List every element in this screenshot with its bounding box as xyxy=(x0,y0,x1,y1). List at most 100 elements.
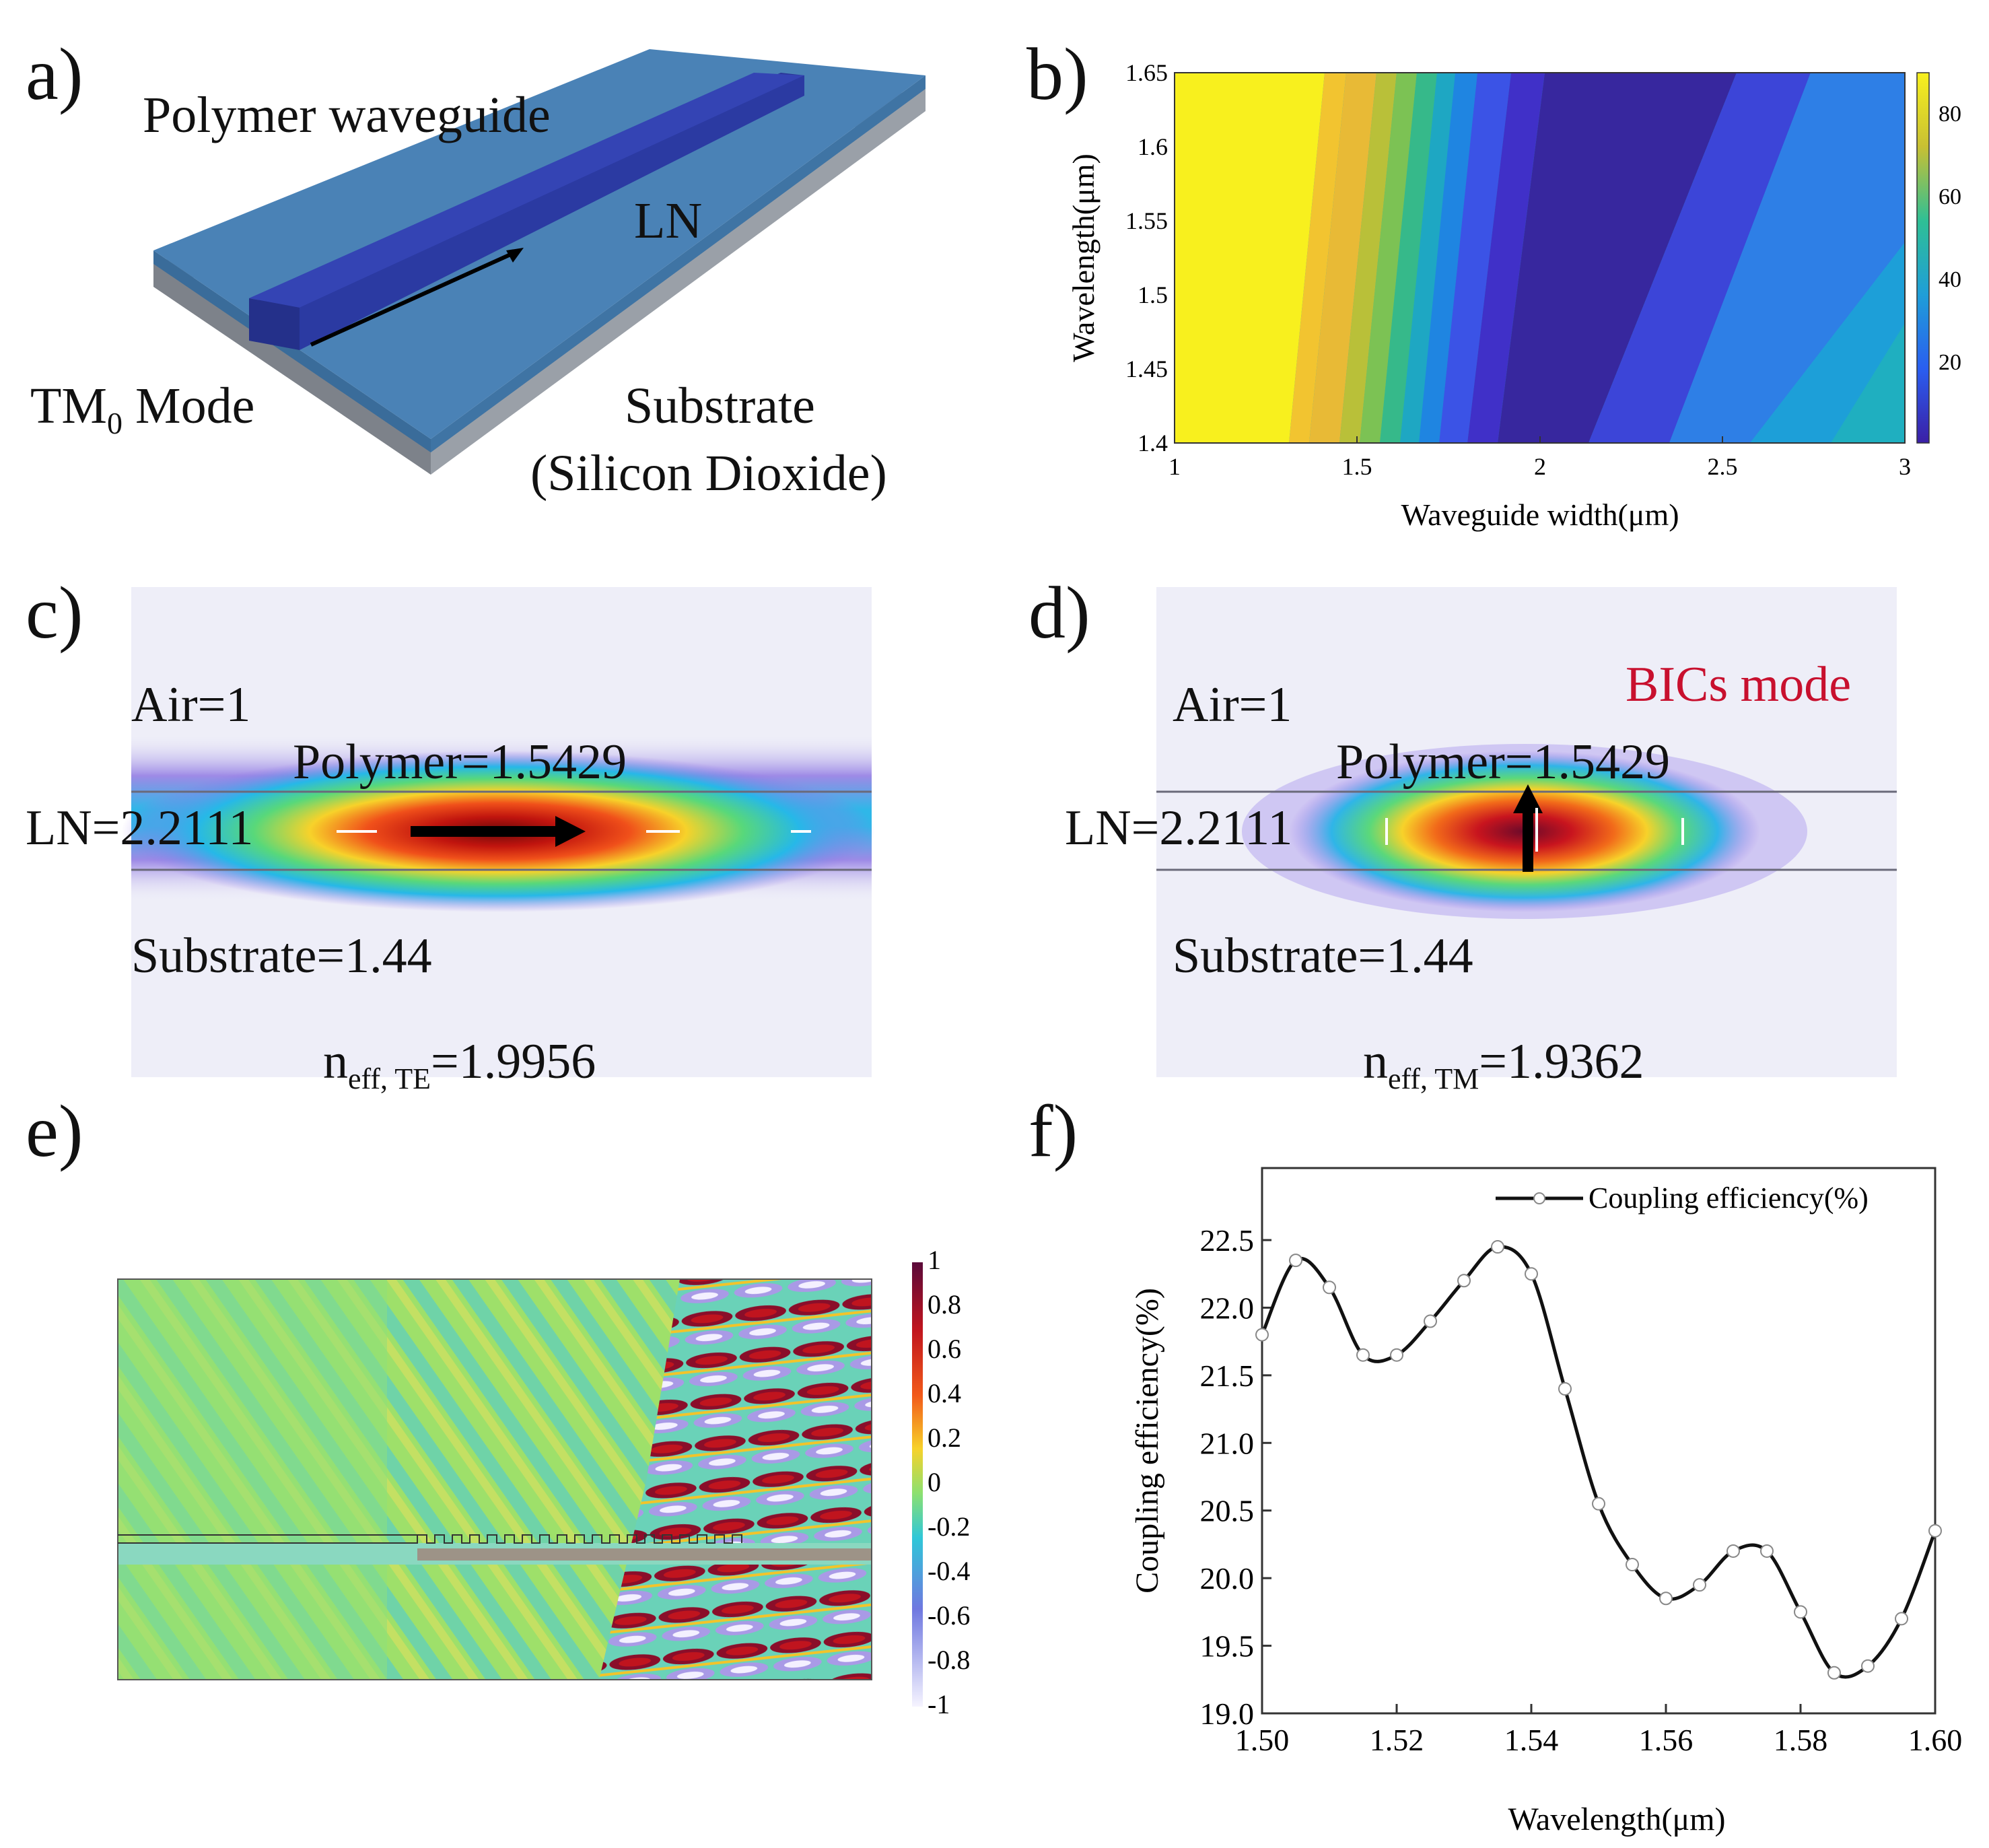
waveguide-field xyxy=(417,1548,872,1561)
chart-f-frame xyxy=(1261,1167,1936,1715)
te-field-arrowhead xyxy=(555,816,586,847)
heatmap-ylabel: Wavelength(μm) xyxy=(1066,153,1101,362)
chart-f-ylabel: Coupling efficiency(%) xyxy=(1129,1288,1165,1594)
heatmap-xtick: 1 xyxy=(1168,453,1181,480)
band-orange xyxy=(1309,73,1376,443)
tm-neff-label: neff, TM=1.9362 xyxy=(1363,1034,1644,1095)
x-tick-label: 1.58 xyxy=(1774,1723,1828,1757)
x-tick-label: 1.50 xyxy=(1235,1723,1290,1757)
heatmap-ytick: 1.5 xyxy=(1138,281,1168,308)
band-blue xyxy=(1419,73,1477,443)
ln-slab-left-side xyxy=(153,250,431,452)
data-point xyxy=(1424,1314,1437,1328)
field-colorbar-tick: -0.2 xyxy=(928,1511,970,1542)
heatmap-bands xyxy=(1175,73,1905,443)
data-point xyxy=(1558,1381,1572,1396)
data-point xyxy=(1659,1592,1673,1606)
polymer-waveguide-top xyxy=(249,73,804,308)
y-tick-label: 20.0 xyxy=(1200,1561,1255,1596)
legend-marker xyxy=(1533,1192,1545,1204)
field-colorbar-tick: -0.6 xyxy=(928,1600,970,1631)
data-point xyxy=(1255,1328,1269,1342)
data-point xyxy=(1491,1240,1504,1254)
data-point xyxy=(1760,1544,1774,1558)
data-point xyxy=(1726,1544,1740,1558)
mode-profiles xyxy=(121,587,1897,1077)
substrate-label: Substrate xyxy=(625,378,815,434)
field-colorbar-tick: 0 xyxy=(928,1467,941,1497)
heatmap-ytick: 1.55 xyxy=(1125,207,1168,234)
data-point xyxy=(1525,1267,1538,1281)
te-polymer-label: Polymer=1.5429 xyxy=(293,734,627,790)
band-teal xyxy=(1380,73,1437,443)
heatmap-ytick: 1.6 xyxy=(1138,133,1168,160)
colorbar-tick: 40 xyxy=(1939,267,1961,292)
y-tick-label: 22.5 xyxy=(1200,1223,1255,1258)
band-blue-3 xyxy=(1669,73,1905,443)
tm-polymer-label: Polymer=1.5429 xyxy=(1336,734,1670,790)
y-tick-label: 21.0 xyxy=(1200,1426,1255,1460)
data-point xyxy=(1693,1578,1706,1592)
heatmap-xtick: 1.5 xyxy=(1342,453,1372,480)
data-point xyxy=(1390,1348,1403,1362)
data-point xyxy=(1356,1348,1370,1362)
x-tick-label: 1.54 xyxy=(1504,1723,1559,1757)
band-cyan xyxy=(1400,73,1455,443)
substrate-right-edge xyxy=(431,88,926,475)
data-point xyxy=(1323,1280,1336,1295)
waveguide-layer xyxy=(118,1543,872,1565)
tm-small-arrows xyxy=(1385,808,1684,852)
band-gold xyxy=(1289,73,1346,443)
bics-mode-label: BICs mode xyxy=(1626,657,1852,712)
band-indigo xyxy=(1467,73,1545,443)
field-colorbar-tick: -0.8 xyxy=(928,1645,970,1675)
heatmap-xtick: 3 xyxy=(1899,453,1911,480)
field-simulation-panel-e: 1 0.8 0.6 0.4 0.2 0 -0.2 -0.4 -0.6 -0.8 … xyxy=(117,1245,970,1719)
heatmap-ytick: 1.65 xyxy=(1125,59,1168,86)
te-ln-label: LN=2.2111 xyxy=(26,800,254,856)
heatmap-ytick: 1.45 xyxy=(1125,355,1168,382)
data-point xyxy=(1592,1497,1605,1511)
y-tick-label: 20.5 xyxy=(1200,1494,1255,1528)
field-left-fade xyxy=(118,1279,387,1680)
data-point xyxy=(1289,1254,1302,1268)
field-colorbar xyxy=(912,1262,923,1707)
series-line-coupling-efficiency xyxy=(1260,1245,1937,1679)
y-tick-label: 22.0 xyxy=(1200,1291,1255,1325)
polymer-waveguide-front xyxy=(249,298,300,350)
data-point xyxy=(1626,1558,1639,1572)
te-air-label: Air=1 xyxy=(131,677,251,732)
ln-slab-right-side xyxy=(431,75,926,452)
tm-field-arrowhead xyxy=(1513,784,1543,813)
band-blue-2 xyxy=(1589,73,1811,443)
field-colorbar-tick: -0.4 xyxy=(928,1556,970,1586)
grating-coupler xyxy=(417,1534,742,1544)
x-tick-label: 1.60 xyxy=(1908,1723,1963,1757)
band-olive xyxy=(1339,73,1397,443)
band-dark xyxy=(1498,73,1737,443)
field-colorbar-tick: 1 xyxy=(928,1245,941,1275)
legend-label: Coupling efficiency(%) xyxy=(1589,1182,1869,1214)
data-point xyxy=(1827,1666,1841,1680)
heatmap-x-ticks xyxy=(1174,436,1906,443)
tm-substrate-label: Substrate=1.44 xyxy=(1173,928,1473,984)
panel-b-label: b) xyxy=(1026,33,1088,115)
panel-d-label: d) xyxy=(1028,572,1090,654)
panel-e-label: e) xyxy=(26,1090,83,1172)
field-colorbar-tick: 0.6 xyxy=(928,1334,961,1364)
panel-a-label: a) xyxy=(26,33,83,115)
propagation-arrow xyxy=(310,250,516,347)
silicon-dioxide-label: (Silicon Dioxide) xyxy=(530,445,887,502)
polymer-waveguide-label: Polymer waveguide xyxy=(143,87,551,143)
heatmap-xtick: 2 xyxy=(1534,453,1546,480)
te-substrate-label: Substrate=1.44 xyxy=(131,928,432,984)
ln-label: LN xyxy=(634,193,703,249)
diffracted-beams xyxy=(599,1279,872,1680)
substrate-left-edge xyxy=(153,263,431,475)
panel-c-label: c) xyxy=(26,572,83,654)
data-point xyxy=(1457,1274,1471,1288)
te-neff-label: neff, TE=1.9956 xyxy=(323,1034,596,1095)
field-colorbar-tick: 0.2 xyxy=(928,1423,961,1453)
tm0-mode-label: TM0 Mode xyxy=(30,378,255,441)
